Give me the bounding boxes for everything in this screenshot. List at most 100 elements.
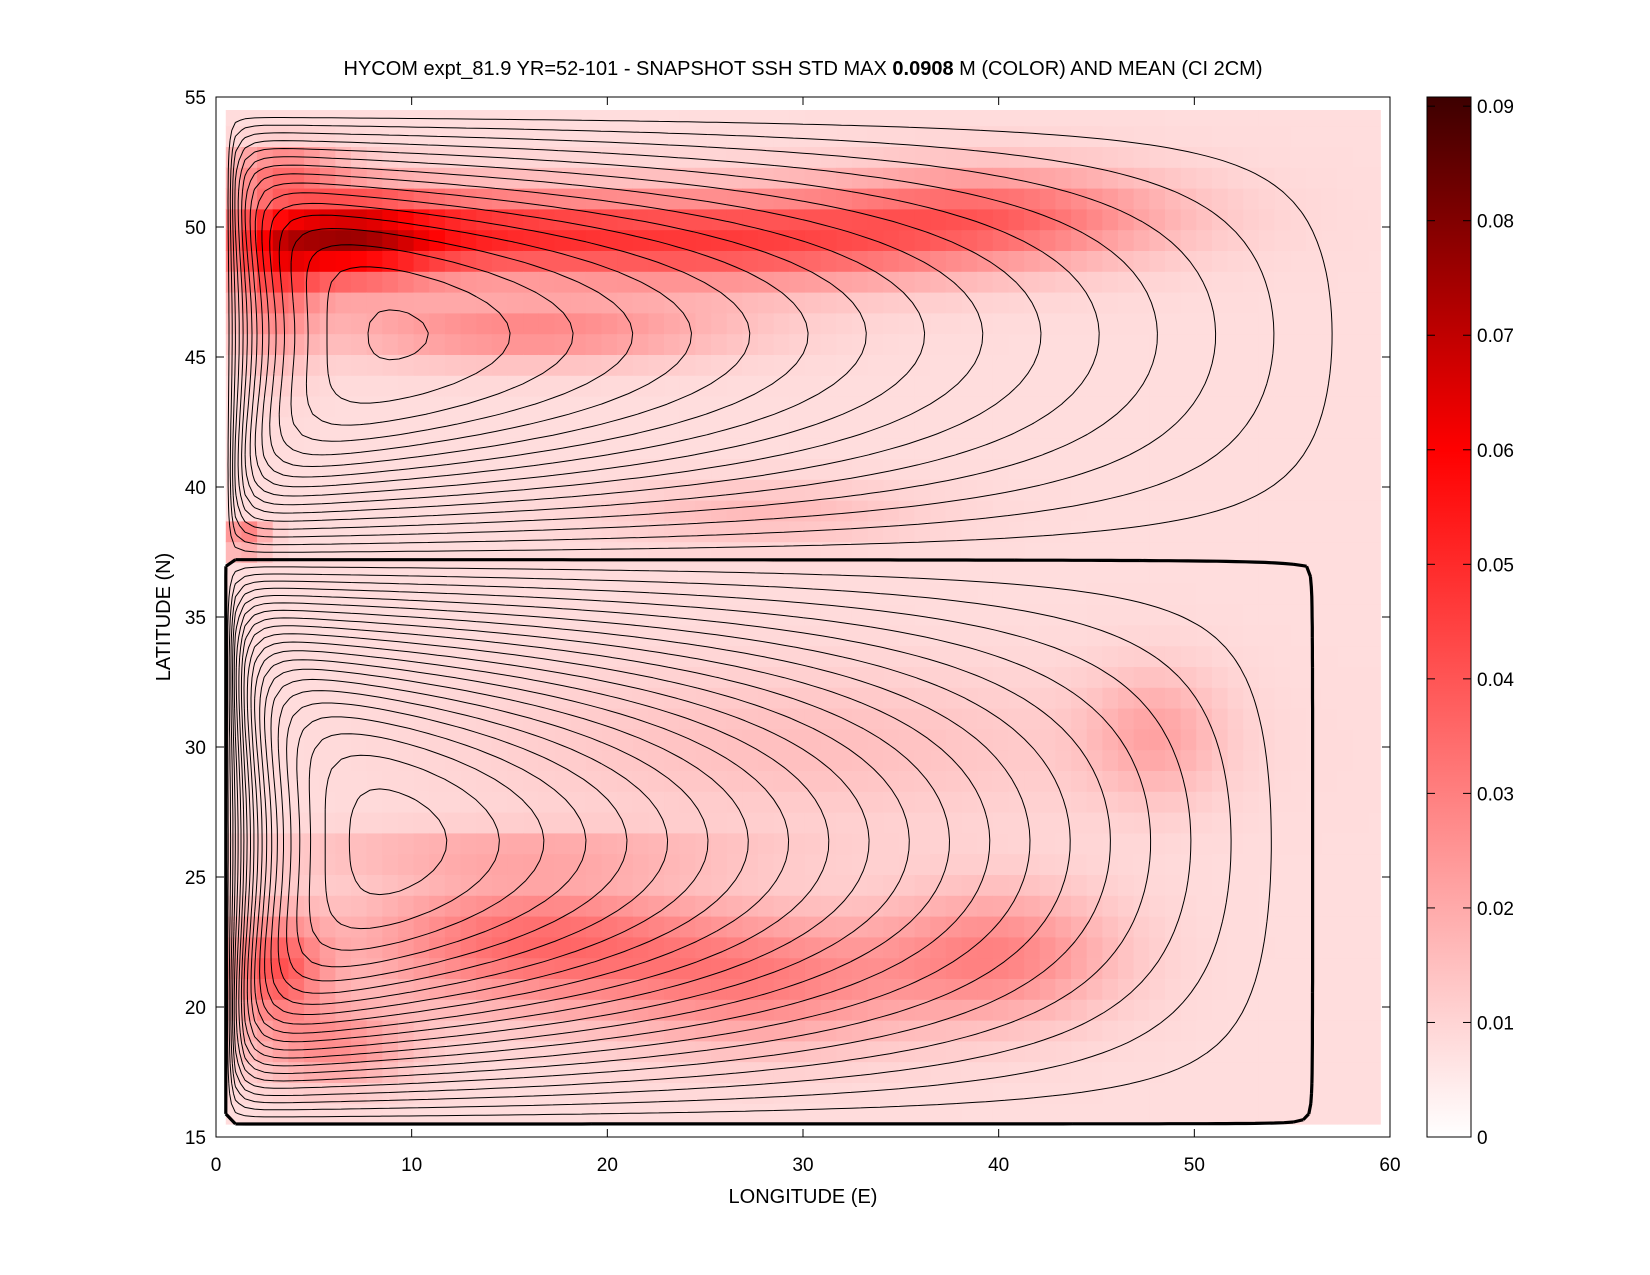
heatmap-cell: [1008, 1103, 1025, 1125]
heatmap-cell: [632, 916, 650, 938]
heatmap-cell: [773, 146, 790, 168]
heatmap-cell: [413, 396, 430, 418]
heatmap-cell: [1243, 583, 1260, 605]
heatmap-cell: [1071, 770, 1088, 792]
heatmap-cell: [1274, 500, 1291, 522]
heatmap-cell: [1024, 1061, 1041, 1083]
heatmap-cell: [1305, 292, 1323, 314]
heatmap-cell: [914, 1103, 931, 1125]
heatmap-cell: [632, 874, 650, 896]
heatmap-cell: [851, 1061, 869, 1083]
heatmap-cell: [554, 770, 571, 792]
heatmap-cell: [351, 125, 368, 147]
heatmap-cell: [366, 874, 383, 896]
heatmap-cell: [695, 728, 712, 751]
heatmap-cell: [601, 188, 618, 210]
heatmap-cell: [523, 250, 540, 272]
heatmap-cell: [695, 812, 712, 834]
heatmap-cell: [351, 541, 368, 563]
heatmap-cell: [335, 167, 352, 189]
heatmap-cell: [945, 853, 963, 875]
heatmap-cell: [632, 250, 650, 272]
heatmap-cell: [538, 957, 556, 979]
heatmap-cell: [554, 812, 571, 834]
heatmap-cell: [538, 229, 556, 251]
heatmap-cell: [664, 812, 681, 834]
heatmap-cell: [1337, 1040, 1354, 1063]
heatmap-cell: [883, 520, 900, 543]
heatmap-cell: [789, 957, 806, 979]
heatmap-cell: [507, 645, 524, 667]
heatmap-cell: [711, 853, 728, 875]
heatmap-cell: [648, 271, 665, 293]
heatmap-cell: [351, 458, 368, 480]
heatmap-cell: [758, 520, 775, 543]
heatmap-cell: [617, 292, 634, 314]
heatmap-cell: [319, 146, 336, 168]
heatmap-cell: [1149, 895, 1166, 917]
heatmap-cell: [1305, 604, 1323, 626]
heatmap-cell: [930, 479, 947, 501]
heatmap-cell: [366, 645, 383, 667]
heatmap-cell: [585, 562, 603, 584]
heatmap-cell: [397, 188, 415, 210]
heatmap-cell: [382, 500, 399, 522]
heatmap-cell: [992, 624, 1010, 647]
heatmap-cell: [304, 229, 321, 251]
heatmap-cell: [288, 791, 305, 813]
heatmap-cell: [1352, 354, 1370, 376]
heatmap-cell: [538, 749, 556, 771]
heatmap-cell: [1008, 583, 1025, 605]
heatmap-cell: [507, 874, 524, 896]
heatmap-cell: [773, 229, 790, 251]
heatmap-cell: [257, 229, 274, 251]
heatmap-cell: [1102, 125, 1119, 147]
heatmap-cell: [570, 874, 587, 896]
contour-line: [249, 173, 926, 497]
heatmap-cell: [789, 1061, 806, 1083]
heatmap-cell: [1180, 812, 1197, 834]
heatmap-cell: [820, 895, 837, 917]
heatmap-cell: [742, 520, 759, 543]
heatmap-cell: [491, 541, 509, 563]
heatmap-cell: [1133, 853, 1150, 875]
heatmap-cell: [1305, 1061, 1323, 1083]
heatmap-cell: [397, 354, 415, 376]
heatmap-cell: [820, 416, 837, 439]
heatmap-cell: [1352, 1020, 1370, 1042]
heatmap-cell: [554, 396, 571, 418]
heatmap-cell: [664, 110, 681, 127]
heatmap-cell: [1368, 645, 1381, 667]
heatmap-cell: [570, 645, 587, 667]
heatmap-cell: [1196, 416, 1213, 439]
heatmap-cell: [1227, 666, 1244, 688]
heatmap-cell: [977, 832, 994, 855]
heatmap-cell: [272, 167, 289, 189]
heatmap-cell: [851, 437, 869, 459]
heatmap-cell: [1086, 812, 1103, 834]
heatmap-cell: [804, 396, 822, 418]
heatmap-cell: [617, 1061, 634, 1083]
heatmap-cell: [1368, 999, 1381, 1021]
heatmap-cell: [914, 333, 931, 355]
heatmap-cell: [1211, 541, 1229, 563]
heatmap-cell: [992, 1082, 1010, 1104]
heatmap-cell: [1196, 936, 1213, 959]
heatmap-cell: [585, 458, 603, 480]
heatmap-cell: [1321, 541, 1338, 563]
heatmap-cell: [351, 229, 368, 251]
heatmap-cell: [444, 146, 462, 168]
heatmap-cell: [945, 396, 963, 418]
heatmap-cell: [820, 978, 837, 1000]
heatmap-cell: [930, 250, 947, 272]
heatmap-cell: [1071, 229, 1088, 251]
heatmap-cell: [789, 1020, 806, 1042]
heatmap-cell: [1352, 229, 1370, 251]
heatmap-cell: [304, 1082, 321, 1104]
heatmap-cell: [773, 458, 790, 480]
heatmap-cell: [1337, 208, 1354, 231]
heatmap-cell: [1368, 271, 1381, 293]
heatmap-cell: [1211, 479, 1229, 501]
heatmap-cell: [507, 354, 524, 376]
heatmap-cell: [679, 832, 696, 855]
